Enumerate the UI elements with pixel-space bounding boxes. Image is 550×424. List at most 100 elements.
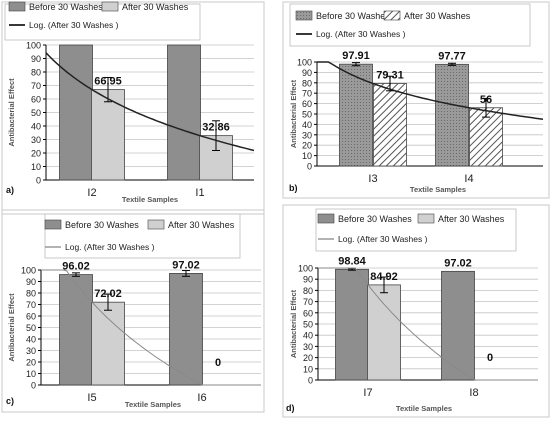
y-tick-label: 80: [31, 68, 41, 78]
y-tick-label: 90: [302, 68, 312, 78]
legend-swatch-after: [383, 10, 401, 21]
legend-swatch-after: [417, 213, 435, 224]
data-label: 96.02: [62, 261, 90, 273]
bar-before-i7: [335, 268, 369, 381]
y-tick-label: 100: [298, 264, 313, 274]
panel-label: d): [286, 403, 295, 413]
y-tick-label: 20: [302, 141, 312, 151]
y-tick-label: 50: [302, 110, 312, 120]
y-tick-label: 70: [303, 297, 313, 307]
y-tick-label: 100: [297, 58, 312, 68]
chart-panel-1: 010203040506070809010010010066.9532.86I2…: [1, 1, 265, 215]
y-tick-label: 60: [303, 308, 313, 318]
y-axis-title: Antibacterial Effect: [289, 79, 298, 148]
data-label: 98.84: [338, 255, 366, 267]
bar-before-i8: [441, 270, 475, 381]
y-tick-label: 100: [26, 41, 41, 51]
y-axis-title: Antibacterial Effect: [289, 289, 298, 358]
legend-swatch-before: [317, 213, 335, 224]
y-tick-label: 30: [26, 346, 36, 356]
bar-after-i3: [373, 83, 407, 167]
y-tick-label: 40: [302, 120, 312, 130]
x-tick-label: I2: [87, 187, 96, 199]
bar-before-i6: [169, 273, 203, 386]
y-tick-label: 20: [26, 358, 36, 368]
legend-box: [315, 208, 517, 252]
y-axis-title: Antibacterial Effect: [7, 293, 16, 362]
y-tick-label: 70: [26, 300, 36, 310]
y-tick-label: 40: [26, 335, 36, 345]
y-axis-title: Antibacterial Effect: [7, 78, 16, 147]
x-axis-title: Textile Samples: [410, 185, 466, 194]
legend-label-before: Before 30 Washes: [29, 2, 103, 12]
legend-label-after: After 30 Washes: [438, 214, 505, 224]
x-tick-label: I7: [363, 387, 372, 399]
data-label: 32.86: [202, 122, 230, 134]
legend-swatch-after: [101, 1, 119, 12]
y-tick-label: 10: [303, 364, 313, 374]
legend-box: [44, 213, 241, 259]
panel-label: a): [6, 185, 14, 195]
bar-after-i2: [91, 89, 125, 181]
y-tick-label: 80: [302, 78, 312, 88]
trend-line: [45, 52, 255, 152]
legend-swatch-after: [147, 219, 165, 230]
panel-border: [282, 1, 550, 199]
data-label: 97.02: [172, 259, 200, 271]
data-label: 56: [480, 94, 492, 106]
legend-swatch-before: [44, 219, 62, 230]
legend: Before 30 Washes After 30 Washes Log. (Aft…: [315, 208, 517, 252]
legend-box: [289, 3, 531, 47]
legend-label-before: Before 30 Washes: [65, 220, 139, 230]
data-label: 84.92: [370, 271, 398, 283]
y-tick-label: 20: [303, 353, 313, 363]
trend-line: [41, 269, 261, 386]
y-tick-label: 0: [31, 381, 36, 391]
y-tick-label: 90: [31, 54, 41, 64]
y-tick-label: 10: [302, 151, 312, 161]
bar-after-i7: [367, 284, 401, 381]
data-label: 0: [487, 352, 493, 364]
y-tick-label: 50: [31, 108, 41, 118]
y-tick-label: 10: [26, 369, 36, 379]
bar-before-i3: [339, 63, 373, 167]
legend-label-before: Before 30 Washes: [338, 214, 412, 224]
trend-line: [317, 61, 544, 120]
y-tick-label: 60: [31, 95, 41, 105]
legend-label-trend: Log. (After 30 Washes ): [65, 242, 155, 252]
y-tick-label: 100: [21, 266, 36, 276]
bar-before-i1: [167, 44, 201, 181]
x-tick-label: I1: [195, 187, 204, 199]
y-tick-label: 90: [303, 275, 313, 285]
y-tick-label: 0: [308, 376, 313, 386]
y-tick-label: 80: [26, 289, 36, 299]
y-tick-label: 50: [26, 323, 36, 333]
legend-label-trend: Log. (After 30 Washes ): [316, 29, 406, 39]
x-axis-title: Textile Samples: [125, 400, 181, 409]
panel-border: [1, 209, 265, 413]
y-tick-label: 40: [31, 122, 41, 132]
y-tick-label: 0: [36, 176, 41, 186]
bar-before-i5: [59, 274, 93, 386]
x-axis-title: Textile Samples: [122, 195, 178, 204]
x-tick-label: I8: [469, 387, 478, 399]
y-tick-label: 60: [26, 312, 36, 322]
y-tick-label: 40: [303, 331, 313, 341]
y-tick-label: 80: [303, 286, 313, 296]
y-tick-label: 10: [31, 162, 41, 172]
data-label: 66.95: [94, 76, 122, 88]
legend-label-after: After 30 Washes: [168, 220, 235, 230]
y-tick-label: 60: [302, 99, 312, 109]
legend-label-trend: Log. (After 30 Washes ): [338, 234, 428, 244]
legend-label-before: Before 30 Washes: [316, 11, 390, 21]
x-tick-label: I6: [197, 392, 206, 404]
x-tick-label: I3: [368, 173, 377, 185]
y-tick-label: 0: [307, 162, 312, 172]
data-label: 97.77: [438, 50, 466, 62]
